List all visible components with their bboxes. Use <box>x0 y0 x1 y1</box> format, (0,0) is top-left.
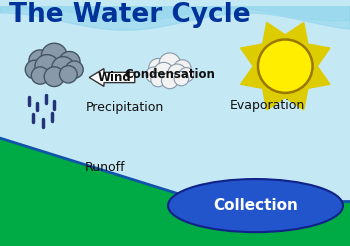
Circle shape <box>41 43 67 68</box>
Text: Condensation: Condensation <box>124 68 215 80</box>
Ellipse shape <box>168 179 343 232</box>
Circle shape <box>146 67 162 83</box>
Circle shape <box>29 50 51 72</box>
Circle shape <box>168 64 186 82</box>
Circle shape <box>161 73 178 89</box>
Polygon shape <box>241 43 268 71</box>
Polygon shape <box>0 138 350 246</box>
Circle shape <box>52 57 74 79</box>
Circle shape <box>149 59 167 77</box>
Text: Collection: Collection <box>213 198 298 213</box>
Circle shape <box>59 51 80 72</box>
Circle shape <box>31 67 49 84</box>
Circle shape <box>174 60 191 77</box>
Circle shape <box>151 73 166 87</box>
Text: Evaporation: Evaporation <box>230 99 305 112</box>
Circle shape <box>44 67 64 87</box>
Polygon shape <box>280 22 309 50</box>
Circle shape <box>159 53 180 74</box>
Polygon shape <box>241 61 268 90</box>
Polygon shape <box>280 82 309 110</box>
Text: Runoff: Runoff <box>85 161 125 174</box>
Polygon shape <box>302 61 330 90</box>
Polygon shape <box>302 43 330 71</box>
FancyArrow shape <box>89 69 135 86</box>
Circle shape <box>35 55 59 78</box>
Polygon shape <box>261 22 290 50</box>
Circle shape <box>25 60 44 79</box>
Circle shape <box>179 68 194 82</box>
Circle shape <box>60 66 77 83</box>
Circle shape <box>174 72 189 86</box>
Text: Wind: Wind <box>97 71 131 84</box>
Polygon shape <box>261 82 290 110</box>
Circle shape <box>65 61 83 78</box>
Circle shape <box>154 62 174 82</box>
Text: Precipitation: Precipitation <box>86 101 164 114</box>
Text: The Water Cycle: The Water Cycle <box>9 2 250 28</box>
Circle shape <box>258 39 313 93</box>
